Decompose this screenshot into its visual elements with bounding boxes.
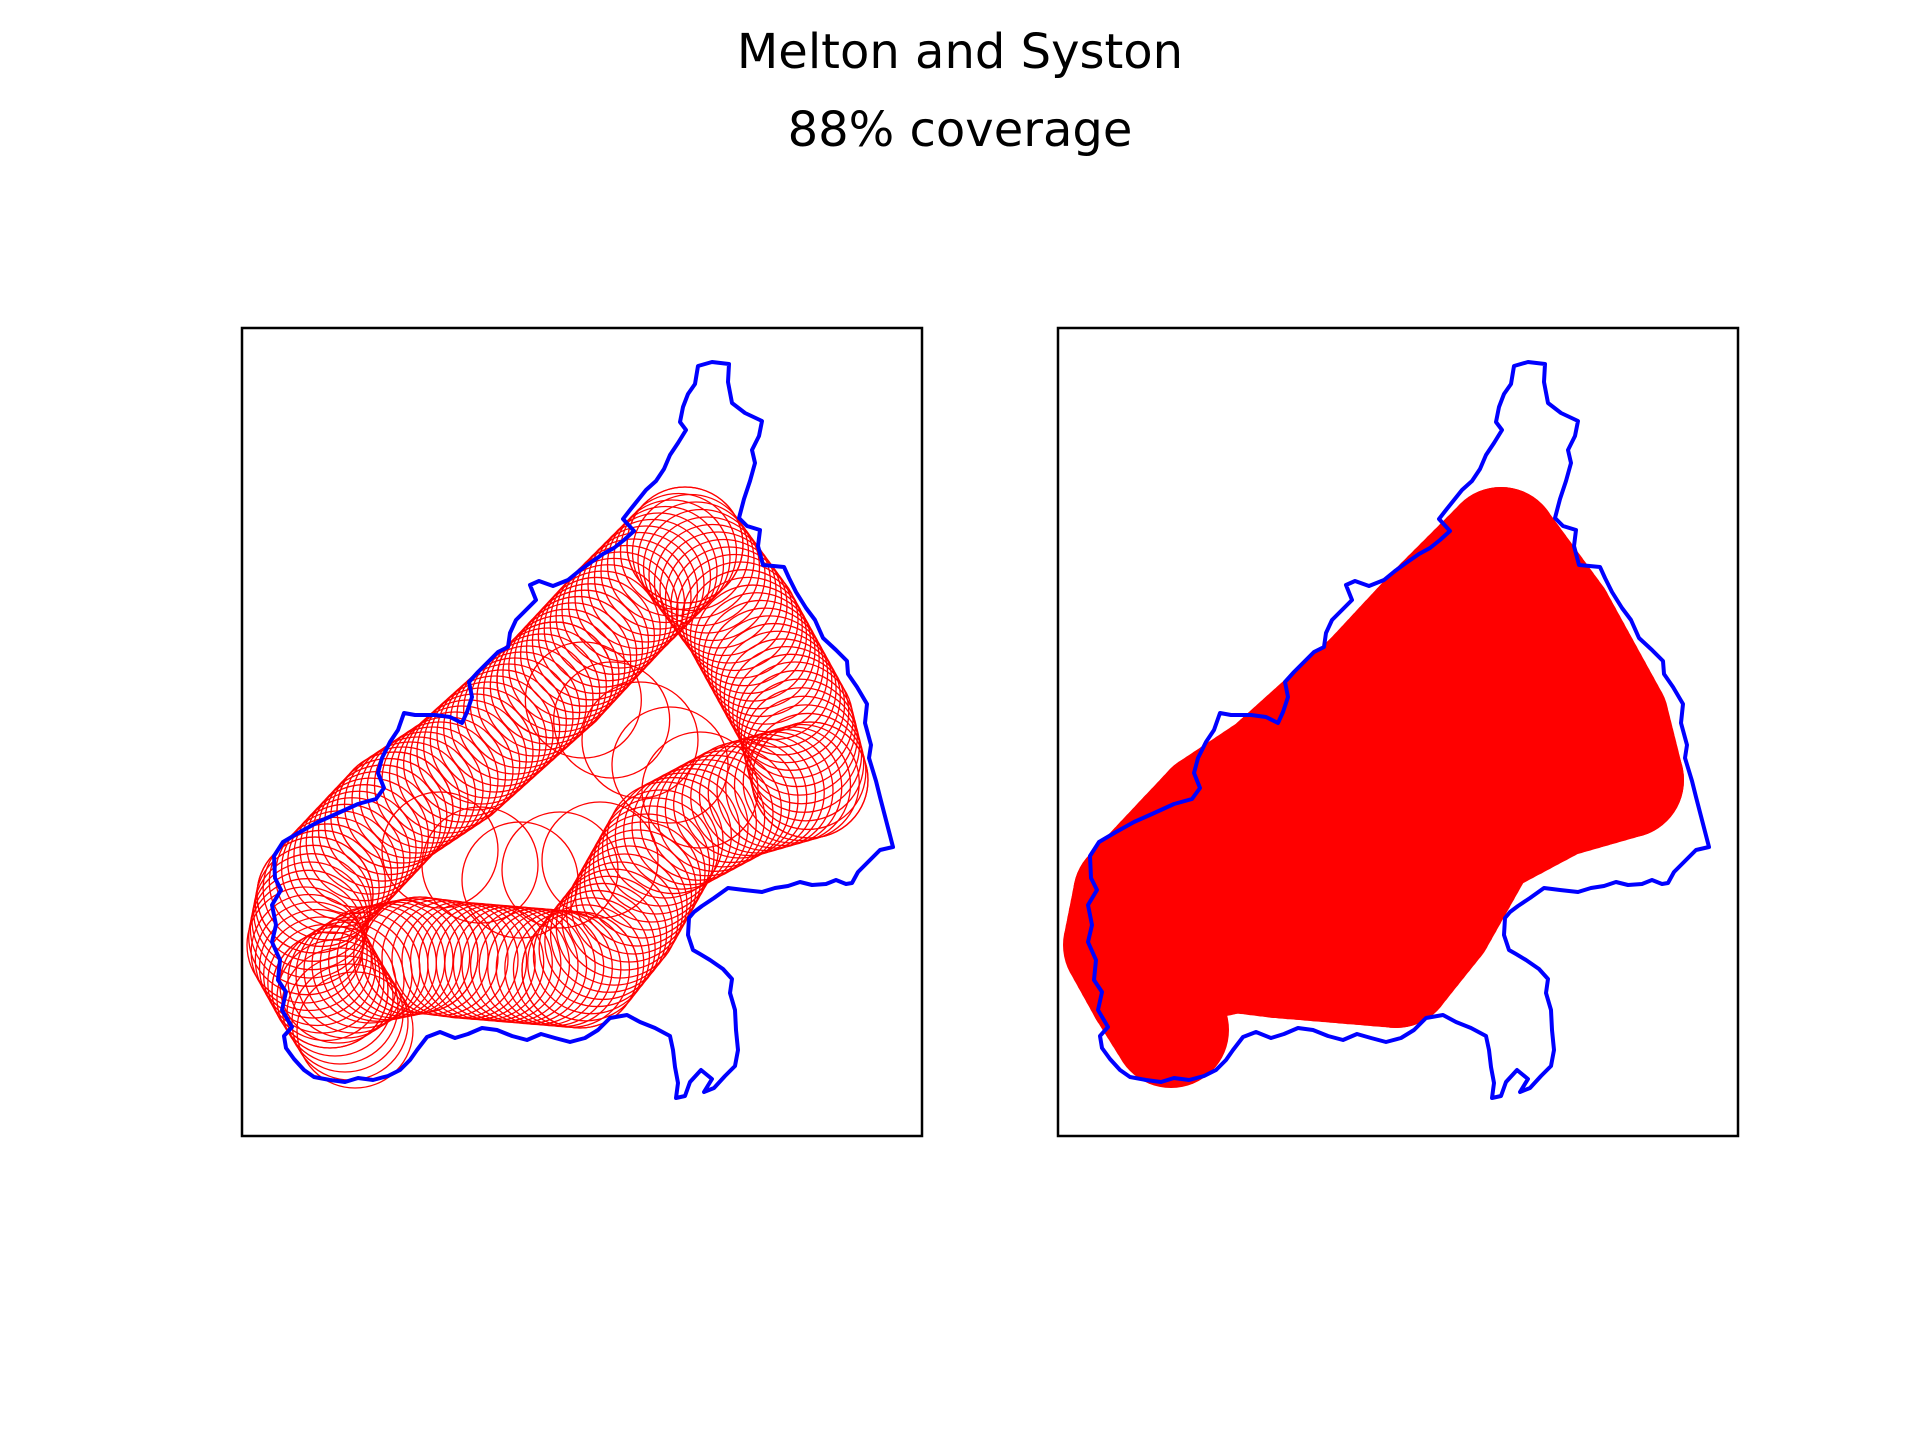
coverage-circle [747, 704, 865, 822]
coverage-circle [681, 741, 799, 859]
coverage-circle [532, 897, 651, 1015]
coverage-circle [328, 903, 446, 1021]
coverage-union [1063, 487, 1684, 1088]
coverage-circle [641, 731, 759, 849]
coverage-circle [286, 955, 404, 1073]
coverage-circle [443, 669, 561, 787]
coverage-circle [653, 523, 772, 642]
coverage-circle [574, 538, 692, 656]
coverage-circle [702, 599, 820, 718]
coverage-circle [673, 745, 791, 864]
map-panel-right [1056, 326, 1740, 1138]
coverage-circle [358, 736, 477, 854]
coverage-circle [600, 512, 718, 630]
district-boundary [1086, 360, 1711, 1100]
coverage-circle [262, 829, 380, 948]
coverage-circle [689, 576, 808, 695]
coverage-circle [524, 641, 642, 759]
coverage-circle [553, 661, 671, 779]
coverage-circle [351, 741, 469, 859]
coverage-circle [336, 751, 454, 869]
coverage-circle [489, 627, 607, 745]
coverage-circle [343, 746, 462, 864]
coverage-circle [727, 645, 846, 764]
coverage-circle [648, 516, 766, 634]
coverage-circle [483, 633, 601, 751]
coverage-circle [276, 939, 394, 1057]
coverage-circle [716, 731, 834, 849]
coverage-disc [1358, 802, 1474, 918]
coverage-circle [725, 728, 843, 847]
coverage-circle [742, 723, 860, 842]
coverage-circle [429, 681, 547, 799]
coverage-circle [581, 681, 699, 799]
coverage-circle [496, 621, 614, 739]
coverage-circle [592, 805, 711, 923]
coverage-circle [587, 525, 705, 643]
coverage-circle [623, 772, 741, 890]
coverage-circle [423, 687, 541, 805]
coverage-circle [664, 538, 783, 657]
coverage-circles [246, 486, 869, 1089]
coverage-circle [685, 569, 803, 687]
coverage-circle [541, 801, 659, 919]
district-boundary [270, 360, 895, 1100]
coverage-circle [409, 699, 527, 817]
coverage-circle [463, 651, 581, 769]
figure-subtitle: 88% coverage [787, 102, 1133, 158]
coverage-circle [263, 916, 381, 1034]
coverage-circle [637, 501, 755, 619]
map-panel-left [240, 326, 924, 1138]
figure-title: Melton and Syston [736, 24, 1184, 80]
coverage-disc [1088, 932, 1204, 1048]
coverage-circle [706, 607, 825, 725]
coverage-circle [664, 750, 782, 868]
coverage-circle [611, 706, 729, 824]
coverage-circle [670, 546, 788, 664]
coverage-circle [381, 791, 499, 909]
coverage-circle [501, 811, 619, 929]
coverage-circle [751, 721, 869, 839]
coverage-circle [421, 806, 539, 924]
coverage-circle [527, 904, 645, 1022]
coverage-circle [436, 675, 554, 793]
coverage-circle [749, 712, 867, 831]
coverage-circle [249, 869, 367, 987]
coverage-circle [614, 776, 732, 895]
coverage-circle [299, 790, 417, 908]
coverage-circle [296, 971, 414, 1089]
coverage-circle [549, 875, 668, 993]
coverage-circle [396, 711, 514, 829]
coverage-circle [690, 738, 808, 857]
coverage-circle [416, 693, 534, 811]
coverage-circle [271, 931, 389, 1049]
coverage-circle [250, 893, 368, 1012]
coverage-circle [601, 789, 720, 907]
coverage-circle [461, 821, 579, 939]
coverage-circle [642, 508, 761, 627]
coverage-circle [254, 901, 372, 1019]
coverage-circle [597, 797, 715, 915]
coverage-circle [631, 493, 750, 612]
coverage-circle [476, 639, 594, 757]
coverage-circle [403, 705, 521, 823]
coverage-disc [1458, 732, 1574, 848]
coverage-circle [593, 518, 712, 637]
coverage-circle [583, 821, 702, 939]
coverage-circle [656, 754, 774, 872]
coverage-circle [694, 584, 812, 702]
coverage-circle [267, 923, 385, 1042]
coverage-circle [246, 886, 364, 1004]
coverage-circle [681, 561, 799, 679]
coverage-circle [675, 553, 794, 672]
coverage-circle [258, 908, 377, 1027]
coverage-circle [733, 726, 852, 844]
coverage-circle [580, 531, 699, 650]
